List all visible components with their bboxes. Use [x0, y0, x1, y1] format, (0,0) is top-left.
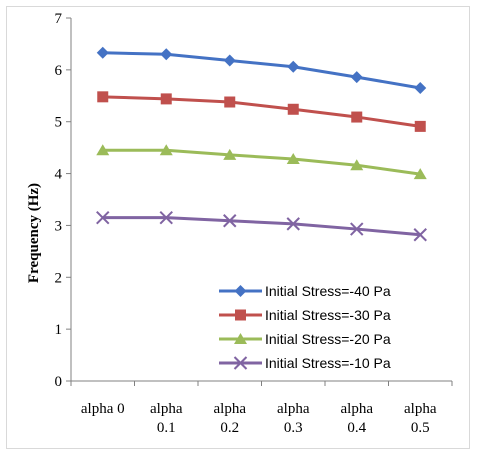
data-point: [96, 210, 110, 225]
legend-marker: [234, 285, 247, 297]
x-tick-label: alpha 0: [81, 401, 125, 417]
series-line: [102, 148, 421, 176]
series-group: [96, 46, 427, 242]
series-3: [96, 144, 427, 180]
x-tick-label: alpha: [214, 401, 247, 417]
legend-item: Initial Stress=-10 Pa: [219, 355, 391, 371]
axes: 0 1 2 3 4 5 6 7 alpha 0 alpha 0.1 alpha 0.2 alpha 0.3 a…: [55, 11, 453, 436]
data-point: [350, 222, 364, 236]
x-tick-label: alpha: [150, 401, 183, 417]
data-point: [223, 54, 236, 67]
data-point: [286, 153, 300, 165]
series-line: [102, 95, 421, 128]
data-point: [97, 91, 109, 103]
data-point: [414, 120, 426, 132]
y-tick-label: 7: [55, 11, 63, 27]
data-point: [350, 71, 363, 84]
x-tick-label: 0.2: [220, 420, 239, 436]
data-point: [223, 214, 237, 228]
legend-label: Initial Stress=-30 Pa: [265, 307, 391, 323]
y-tick-label: 5: [55, 115, 63, 131]
x-tick-label: 0.1: [157, 420, 176, 436]
series-4: [96, 210, 427, 242]
data-point: [160, 93, 172, 105]
legend-marker: [233, 356, 248, 370]
x-tick-label: 0.3: [284, 420, 303, 436]
data-point: [286, 217, 300, 231]
y-tick-label: 3: [55, 218, 63, 234]
series-line: [102, 51, 421, 90]
data-point: [159, 210, 173, 225]
data-point: [350, 159, 364, 171]
data-point: [287, 103, 299, 115]
y-tick-label: 2: [55, 270, 63, 286]
y-tick-label: 1: [55, 322, 63, 338]
series-line: [102, 216, 421, 237]
data-point: [160, 48, 173, 61]
x-tick-label: alpha: [404, 401, 437, 417]
legend-item: Initial Stress=-20 Pa: [219, 331, 391, 347]
data-point: [413, 168, 427, 180]
data-point: [159, 144, 173, 156]
x-tick-label: 0.4: [347, 420, 366, 436]
x-tick-label: 0.5: [411, 420, 430, 436]
data-point: [351, 111, 363, 123]
data-point: [96, 144, 110, 156]
legend-marker: [234, 333, 247, 344]
legend-item: Initial Stress=-40 Pa: [219, 283, 391, 299]
y-tick-label: 0: [55, 374, 63, 390]
data-point: [224, 96, 236, 108]
y-axis-label: Frequency (Hz): [26, 183, 42, 283]
data-point: [223, 148, 237, 160]
legend: Initial Stress=-40 Pa Initial Stress=-30 …: [219, 283, 391, 371]
data-point: [287, 60, 300, 73]
chart-frame: [6, 6, 470, 449]
series-2: [97, 91, 426, 132]
y-tick-label: 6: [55, 63, 63, 79]
legend-label: Initial Stress=-20 Pa: [265, 331, 391, 347]
x-tick-label: alpha: [277, 401, 310, 417]
legend-label: Initial Stress=-40 Pa: [265, 283, 391, 299]
series-1: [96, 46, 427, 95]
legend-label: Initial Stress=-10 Pa: [265, 355, 391, 371]
legend-marker: [235, 309, 246, 321]
data-point: [413, 228, 427, 242]
y-tick-label: 4: [55, 167, 63, 183]
data-point: [96, 46, 109, 59]
legend-item: Initial Stress=-30 Pa: [219, 307, 391, 323]
data-point: [414, 82, 427, 95]
x-tick-label: alpha: [341, 401, 374, 417]
